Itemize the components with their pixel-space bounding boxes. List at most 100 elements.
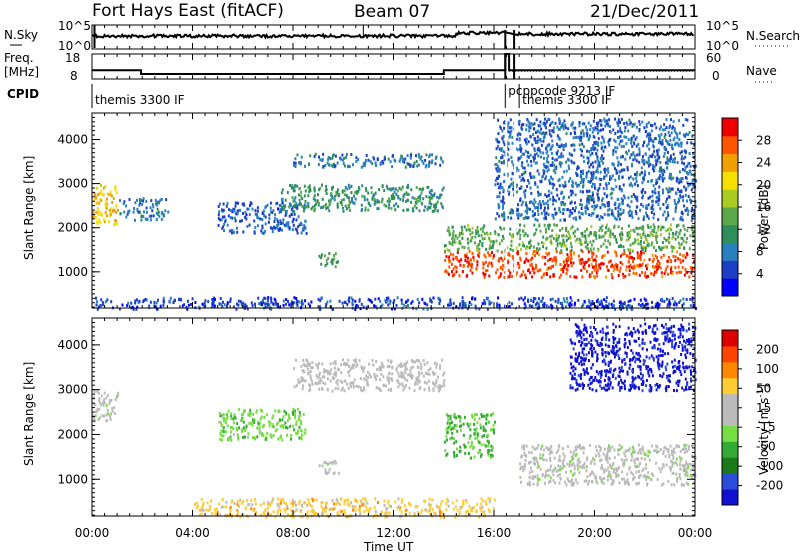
- range-cell: [132, 210, 135, 214]
- range-cell: [557, 448, 560, 452]
- range-cell: [556, 149, 559, 153]
- range-cell: [419, 194, 422, 198]
- range-cell: [127, 301, 130, 305]
- range-cell: [300, 190, 303, 194]
- range-cell: [483, 428, 486, 432]
- range-cell: [679, 477, 682, 481]
- range-cell: [281, 188, 284, 192]
- range-cell: [684, 208, 687, 212]
- range-cell: [297, 407, 300, 411]
- range-cell: [358, 359, 361, 363]
- range-cell: [379, 389, 382, 393]
- range-cell: [259, 217, 262, 221]
- range-cell: [268, 213, 271, 217]
- range-cell: [619, 267, 622, 271]
- range-cell: [396, 379, 399, 383]
- range-cell: [658, 139, 661, 142]
- range-cell: [351, 381, 353, 385]
- range-cell: [565, 297, 568, 300]
- range-cell: [574, 453, 577, 457]
- range-cell: [391, 165, 394, 169]
- range-cell: [104, 184, 107, 188]
- range-cell: [569, 201, 572, 205]
- range-cell: [605, 296, 608, 300]
- range-cell: [433, 361, 436, 365]
- range-cell: [678, 244, 681, 248]
- range-cell: [101, 414, 104, 418]
- range-cell: [511, 302, 513, 306]
- freq-unit-label: [MHz]: [4, 65, 39, 79]
- range-cell: [661, 175, 664, 179]
- range-cell: [430, 196, 433, 200]
- range-cell: [671, 297, 674, 301]
- range-cell: [285, 224, 288, 228]
- range-cell: [556, 134, 559, 138]
- range-cell: [269, 433, 272, 437]
- range-cell: [599, 226, 602, 230]
- range-cell: [663, 151, 666, 155]
- range-cell: [117, 391, 119, 395]
- range-cell: [629, 256, 632, 259]
- range-cell: [615, 168, 618, 172]
- range-cell: [590, 303, 593, 307]
- range-cell: [638, 160, 641, 164]
- range-cell: [516, 232, 519, 236]
- range-cell: [248, 411, 251, 415]
- range-cell: [388, 197, 390, 201]
- range-cell: [684, 255, 687, 259]
- range-cell: [455, 416, 458, 420]
- range-cell: [620, 307, 623, 311]
- range-cell: [108, 399, 111, 403]
- range-cell: [644, 170, 646, 174]
- range-cell: [413, 197, 416, 201]
- range-cell: [572, 181, 575, 185]
- range-cell: [495, 156, 498, 160]
- range-cell: [593, 233, 596, 237]
- range-cell: [591, 161, 594, 165]
- range-cell: [526, 234, 529, 238]
- range-cell: [541, 303, 544, 307]
- range-cell: [670, 228, 673, 232]
- range-cell: [515, 246, 518, 250]
- range-cell: [483, 434, 486, 437]
- range-cell: [324, 468, 327, 472]
- range-cell: [605, 187, 608, 191]
- range-cell: [507, 142, 510, 146]
- range-cell: [125, 204, 128, 208]
- range-cell: [353, 194, 356, 198]
- range-cell: [484, 415, 487, 418]
- range-cell: [683, 273, 686, 277]
- range-cell: [546, 165, 549, 169]
- range-cell: [594, 445, 597, 449]
- range-cell: [407, 304, 409, 307]
- range-cell: [492, 412, 495, 416]
- range-cell: [404, 157, 407, 161]
- range-cell: [591, 151, 594, 155]
- range-cell: [223, 229, 225, 232]
- range-cell: [550, 122, 553, 126]
- range-cell: [611, 263, 614, 267]
- range-cell: [321, 158, 324, 161]
- range-cell: [577, 166, 580, 170]
- range-cell: [293, 198, 296, 202]
- range-cell: [642, 177, 645, 181]
- range-cell: [522, 166, 524, 170]
- range-cell: [337, 260, 339, 264]
- range-cell: [449, 417, 452, 421]
- range-cell: [257, 216, 260, 220]
- range-cell: [693, 225, 696, 229]
- range-cell: [524, 209, 527, 213]
- range-cell: [565, 247, 568, 251]
- range-cell: [547, 160, 550, 164]
- freq-right-tick-0: 60: [706, 51, 721, 65]
- range-cell: [676, 161, 679, 164]
- range-cell: [242, 305, 245, 309]
- range-cell: [539, 137, 542, 141]
- range-cell: [641, 190, 643, 194]
- range-cell: [93, 402, 96, 406]
- range-cell: [632, 177, 635, 181]
- range-cell: [681, 448, 684, 451]
- range-cell: [328, 461, 331, 465]
- range-cell: [546, 156, 549, 160]
- range-cell: [523, 273, 526, 277]
